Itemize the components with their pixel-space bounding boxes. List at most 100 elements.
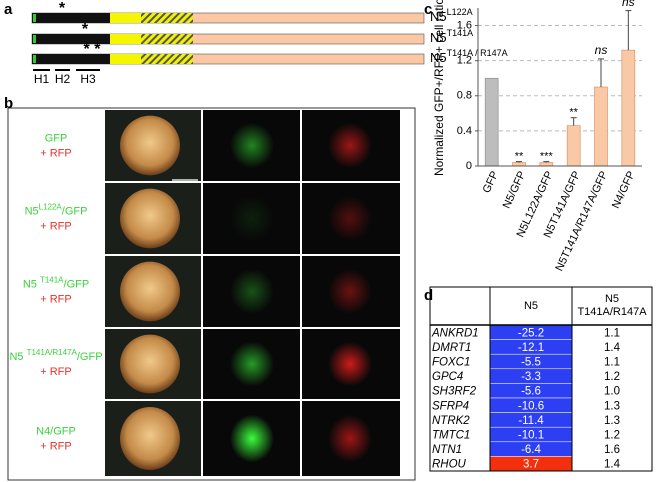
- brain-photo: [120, 334, 180, 394]
- table-frame: [429, 286, 653, 472]
- construct-hatched: [141, 54, 193, 64]
- panel-label: c: [424, 1, 432, 18]
- mutant-value: 1.4: [604, 459, 621, 471]
- gfp-signal: [230, 122, 274, 169]
- n5-value: -25.2: [518, 327, 544, 339]
- gene-name: DMRT1: [432, 342, 471, 354]
- n5-value: -5.5: [521, 357, 541, 369]
- bar: [539, 162, 554, 167]
- domain-label: H2: [55, 72, 71, 86]
- row-label: N5 T141A/R147A/GFP: [9, 348, 102, 363]
- significance-label: ns: [622, 0, 635, 9]
- rfp-signal: [328, 195, 372, 242]
- gfp-signal: [230, 195, 274, 242]
- construct-mutation: L122A: [447, 7, 473, 17]
- n5-value: -10.1: [518, 430, 544, 442]
- gene-name: NTN1: [432, 444, 462, 456]
- row-suffix: + RFP: [40, 147, 71, 159]
- n5-value: -5.6: [521, 386, 541, 398]
- construct-green: [33, 35, 36, 43]
- gene-name: SFRP4: [432, 400, 469, 412]
- table-header: N5: [605, 293, 619, 305]
- n5-value: 3.7: [523, 459, 539, 471]
- rfp-signal: [328, 268, 372, 315]
- construct-yellow: [110, 34, 141, 44]
- x-tick-label: N4/GFP: [610, 169, 638, 210]
- rfp-signal: [328, 122, 372, 169]
- construct-name: N5: [430, 30, 447, 45]
- gfp-signal: [230, 414, 274, 463]
- x-tick-label: N5/GFP: [501, 169, 529, 210]
- construct-black: [32, 13, 110, 23]
- mutation-asterisk: * *: [84, 41, 102, 58]
- mutant-value: 1.3: [604, 400, 620, 412]
- y-tick-label: 1.2: [457, 55, 472, 67]
- row-label-part: L122A: [39, 202, 63, 211]
- row-label-part: T141A/R147A: [27, 348, 78, 357]
- mutant-value: 1.2: [604, 371, 620, 383]
- bar: [621, 49, 636, 167]
- mutant-value: 1.6: [604, 444, 620, 456]
- gene-name: FOXC1: [432, 357, 470, 369]
- table-header: T141A/R147A: [577, 306, 647, 318]
- n5-value: -12.1: [518, 342, 544, 354]
- row-label-part: /GFP: [64, 278, 90, 290]
- panel-label: b: [4, 95, 13, 112]
- row-label: N4/GFP: [36, 425, 76, 437]
- panel-label: d: [424, 287, 433, 304]
- row-label-part: N5: [23, 278, 40, 290]
- significance-label: ***: [540, 151, 554, 163]
- bar: [594, 86, 608, 167]
- gene-name: TMTC1: [432, 430, 470, 442]
- construct-green: [33, 55, 36, 63]
- row-label-part: N5: [9, 351, 26, 363]
- y-tick-label: 0.8: [457, 90, 472, 102]
- y-axis-label: Normalized GFP+/RFP+ cell ratio: [432, 0, 446, 176]
- construct-yellow: [110, 54, 141, 64]
- mutant-value: 1.2: [604, 430, 620, 442]
- mutant-value: 1.1: [604, 327, 620, 339]
- construct-black: [32, 54, 110, 64]
- construct-label: N5L122A: [430, 7, 473, 24]
- row-suffix: + RFP: [40, 293, 71, 305]
- gene-name: RHOU: [432, 459, 467, 471]
- row-suffix: + RFP: [40, 366, 71, 378]
- domain-label: H3: [80, 72, 96, 86]
- panel-b-frame: [7, 107, 416, 481]
- row-label: N5L122A/GFP: [25, 202, 88, 217]
- row-label-part: /GFP: [77, 351, 103, 363]
- significance-label: **: [569, 107, 578, 119]
- row-label: N5 T141A/GFP: [23, 275, 89, 290]
- construct-name: N5: [430, 9, 447, 24]
- row-label-part: N4/GFP: [36, 425, 76, 437]
- x-tick-label: N5T141A/R147A/GFP: [553, 169, 610, 273]
- row-label-part: T141A: [40, 275, 64, 284]
- construct-label: N5T141A / R147A: [430, 48, 508, 65]
- row-label-part: N5: [25, 205, 39, 217]
- bar: [484, 77, 499, 167]
- n5-value: -3.3: [521, 371, 541, 383]
- rfp-signal: [328, 414, 372, 463]
- n5-value: -10.6: [518, 400, 544, 412]
- row-suffix: + RFP: [40, 220, 71, 232]
- brain-photo: [120, 188, 180, 249]
- construct-mutation: T141A / R147A: [447, 48, 508, 58]
- gene-name: NTRK2: [432, 415, 470, 427]
- row-suffix: + RFP: [40, 440, 71, 452]
- n5-value: -6.4: [521, 444, 541, 456]
- construct-mutation: T141A: [447, 28, 474, 38]
- construct-hatched: [141, 13, 193, 23]
- construct-yellow: [110, 13, 141, 23]
- y-tick-label: 0: [466, 160, 472, 172]
- construct-black: [32, 34, 110, 44]
- gfp-signal: [230, 341, 274, 387]
- construct-name: N5: [430, 50, 447, 65]
- brain-photo: [120, 261, 180, 322]
- panel-label: a: [4, 1, 13, 18]
- mutant-value: 1.4: [604, 342, 621, 354]
- n5-value: -11.4: [518, 415, 544, 427]
- row-label: GFP: [45, 132, 68, 144]
- construct-green: [33, 14, 36, 22]
- gene-name: SH3RF2: [432, 386, 477, 398]
